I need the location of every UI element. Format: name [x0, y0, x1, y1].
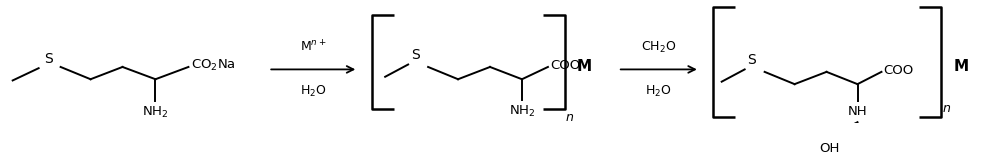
Text: NH$_2$: NH$_2$ — [509, 104, 535, 119]
Text: COO: COO — [550, 59, 580, 72]
Text: n: n — [942, 102, 950, 115]
Text: CH$_2$O: CH$_2$O — [641, 40, 676, 55]
Text: S: S — [747, 53, 756, 67]
Text: NH: NH — [848, 105, 867, 118]
Text: S: S — [44, 52, 53, 66]
Text: COO: COO — [883, 64, 914, 77]
Text: S: S — [411, 48, 419, 62]
Text: n: n — [566, 111, 574, 124]
Text: M: M — [953, 60, 968, 74]
Text: CO$_2$Na: CO$_2$Na — [191, 58, 236, 73]
Text: OH: OH — [819, 142, 840, 155]
Text: NH$_2$: NH$_2$ — [142, 105, 169, 120]
Text: M$^{n+}$: M$^{n+}$ — [300, 40, 327, 55]
Text: H$_2$O: H$_2$O — [300, 84, 327, 99]
Text: M: M — [577, 60, 592, 74]
Text: H$_2$O: H$_2$O — [645, 84, 672, 99]
